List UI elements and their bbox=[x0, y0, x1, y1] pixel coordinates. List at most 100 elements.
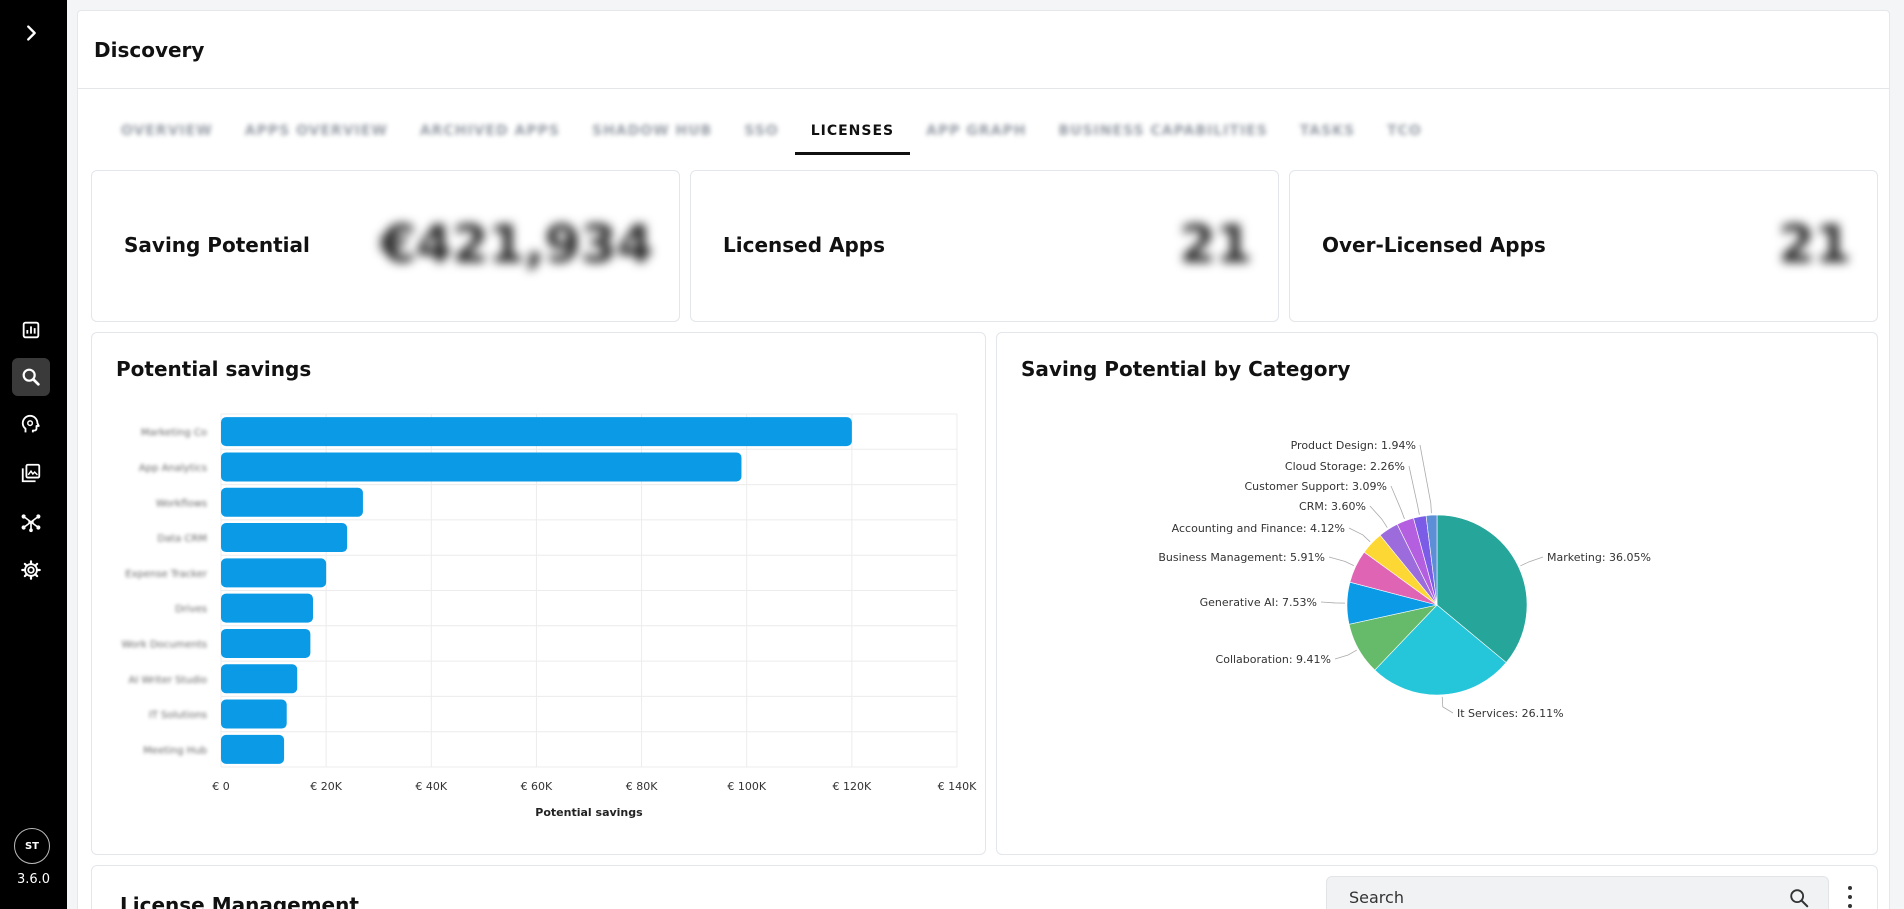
pie-label-leader bbox=[1348, 527, 1371, 543]
y-tick-label: Drives bbox=[175, 604, 207, 615]
sidebar-item-integrations[interactable] bbox=[12, 503, 50, 541]
kpi-label: Over-Licensed Apps bbox=[1322, 233, 1546, 257]
search-placeholder: Search bbox=[1349, 888, 1404, 907]
gallery-icon bbox=[21, 463, 41, 483]
pie-label: Collaboration: 9.41% bbox=[1216, 653, 1331, 666]
kpi-card-saving-potential: Saving Potential €421,934 bbox=[91, 170, 680, 322]
x-tick-label: € 40K bbox=[415, 780, 447, 793]
chart-title: Saving Potential by Category bbox=[1021, 357, 1351, 381]
bar[interactable] bbox=[221, 558, 327, 588]
pie-label: Marketing: 36.05% bbox=[1547, 551, 1651, 564]
bar[interactable] bbox=[221, 417, 852, 447]
bar[interactable] bbox=[221, 452, 742, 482]
y-tick-label: Work Documents bbox=[121, 639, 207, 650]
bar[interactable] bbox=[221, 664, 298, 694]
chart-title: Potential savings bbox=[116, 357, 312, 381]
bar[interactable] bbox=[221, 593, 313, 623]
kpi-card-licensed-apps: Licensed Apps 21 bbox=[690, 170, 1279, 322]
potential-savings-card: Potential savings € 0 € 20K € 40K € 60K € 80… bbox=[91, 332, 986, 855]
tab-bar: OVERVIEW APPS OVERVIEW ARCHIVED APPS SHA… bbox=[105, 111, 1438, 155]
pie-label: CRM: 3.60% bbox=[1299, 500, 1366, 513]
sidebar-item-insights[interactable] bbox=[12, 406, 50, 444]
search-icon bbox=[1790, 889, 1809, 908]
search-icon bbox=[22, 368, 40, 386]
x-tick-label: € 20K bbox=[310, 780, 342, 793]
kpi-value: 21 bbox=[1179, 215, 1252, 275]
pie-slice[interactable] bbox=[1374, 604, 1507, 696]
saving-by-category-card: Saving Potential by Category Marketing: … bbox=[996, 332, 1878, 855]
kpi-card-over-licensed-apps: Over-Licensed Apps 21 bbox=[1289, 170, 1878, 322]
x-tick-label: € 0 bbox=[212, 780, 230, 793]
more-options-icon[interactable] bbox=[1840, 886, 1860, 908]
tab-overview[interactable]: OVERVIEW bbox=[121, 123, 213, 139]
y-tick-label: Data CRM bbox=[157, 534, 207, 545]
tab-apps-overview[interactable]: APPS OVERVIEW bbox=[244, 123, 388, 139]
tab-business-capabilities[interactable]: BUSINESS CAPABILITIES bbox=[1058, 123, 1268, 139]
x-tick-label: € 100K bbox=[727, 780, 766, 793]
pie-label-leader bbox=[1419, 444, 1432, 514]
kpi-label: Licensed Apps bbox=[723, 233, 886, 257]
x-tick-label: € 80K bbox=[626, 780, 658, 793]
app-version: 3.6.0 bbox=[16, 872, 51, 887]
bar-chart: € 0 € 20K € 40K € 60K € 80K € 100K € 120K € 140… bbox=[121, 413, 977, 819]
tab-shadow-hub[interactable]: SHADOW HUB bbox=[592, 123, 713, 139]
pie-slice[interactable] bbox=[1425, 514, 1438, 606]
bar[interactable] bbox=[221, 523, 348, 553]
tab-tco[interactable]: TCO bbox=[1387, 123, 1422, 139]
x-tick-label: € 140K bbox=[938, 780, 977, 793]
bar[interactable] bbox=[221, 699, 287, 729]
tab-licenses[interactable]: LICENSES bbox=[794, 111, 911, 155]
pie-label-leader bbox=[1369, 505, 1388, 528]
expand-sidebar-button[interactable] bbox=[12, 14, 50, 52]
tab-sso[interactable]: SSO bbox=[744, 123, 779, 139]
y-tick-label: Meeting Hub bbox=[143, 745, 207, 756]
pie-chart: Marketing: 36.05% It Services: 26.11% Coll… bbox=[1158, 439, 1651, 720]
pie-label-leader bbox=[1334, 649, 1357, 660]
pie-label-leader bbox=[1441, 696, 1454, 714]
pie-label-leader bbox=[1520, 556, 1544, 567]
chevron-right-icon bbox=[27, 25, 36, 41]
bar[interactable] bbox=[221, 734, 285, 764]
y-tick-label: IT Solutions bbox=[149, 710, 207, 721]
kpi-label: Saving Potential bbox=[124, 233, 310, 257]
y-tick-label: App Analytics bbox=[139, 463, 207, 474]
x-tick-label: € 120K bbox=[832, 780, 871, 793]
divider bbox=[78, 88, 1889, 89]
bar[interactable] bbox=[221, 628, 311, 658]
kpi-value: €421,934 bbox=[379, 215, 653, 275]
pie-label: Product Design: 1.94% bbox=[1291, 439, 1416, 452]
y-tick-label: Workflows bbox=[156, 498, 207, 509]
avatar[interactable]: ST bbox=[14, 828, 50, 864]
bar[interactable] bbox=[221, 487, 363, 517]
x-tick-label: € 60K bbox=[521, 780, 553, 793]
y-tick-label: AI Writer Studio bbox=[128, 675, 207, 686]
pie-label-leader bbox=[1320, 601, 1346, 604]
pie-slice[interactable] bbox=[1436, 514, 1528, 663]
pie-label: Generative AI: 7.53% bbox=[1200, 596, 1317, 609]
sidebar: ST 3.6.0 bbox=[0, 0, 67, 909]
pie-label-leader bbox=[1390, 485, 1405, 520]
search-input[interactable]: Search bbox=[1326, 876, 1829, 909]
section-title: License Management bbox=[120, 893, 359, 909]
pie-label-leader bbox=[1328, 556, 1355, 566]
chart-icon bbox=[22, 321, 40, 339]
pie-label: Business Management: 5.91% bbox=[1158, 551, 1325, 564]
pie-label-leader bbox=[1408, 465, 1420, 515]
brain-head-icon bbox=[21, 414, 40, 433]
sidebar-item-library[interactable] bbox=[12, 454, 50, 492]
pie-label: It Services: 26.11% bbox=[1457, 707, 1564, 720]
x-axis-label: Potential savings bbox=[535, 806, 643, 819]
y-tick-label: Marketing Co bbox=[141, 428, 207, 439]
page-title: Discovery bbox=[94, 38, 205, 62]
gear-icon bbox=[21, 560, 41, 580]
sidebar-item-discovery[interactable] bbox=[12, 358, 50, 396]
pie-label: Customer Support: 3.09% bbox=[1244, 480, 1387, 493]
sidebar-item-dashboard[interactable] bbox=[12, 311, 50, 349]
y-tick-label: Expense Tracker bbox=[125, 569, 208, 580]
sidebar-item-settings[interactable] bbox=[12, 551, 50, 589]
tab-tasks[interactable]: TASKS bbox=[1299, 123, 1356, 139]
tab-archived-apps[interactable]: ARCHIVED APPS bbox=[419, 123, 560, 139]
pie-label: Cloud Storage: 2.26% bbox=[1285, 460, 1405, 473]
tab-app-graph[interactable]: APP GRAPH bbox=[926, 123, 1027, 139]
pie-label: Accounting and Finance: 4.12% bbox=[1172, 522, 1345, 535]
